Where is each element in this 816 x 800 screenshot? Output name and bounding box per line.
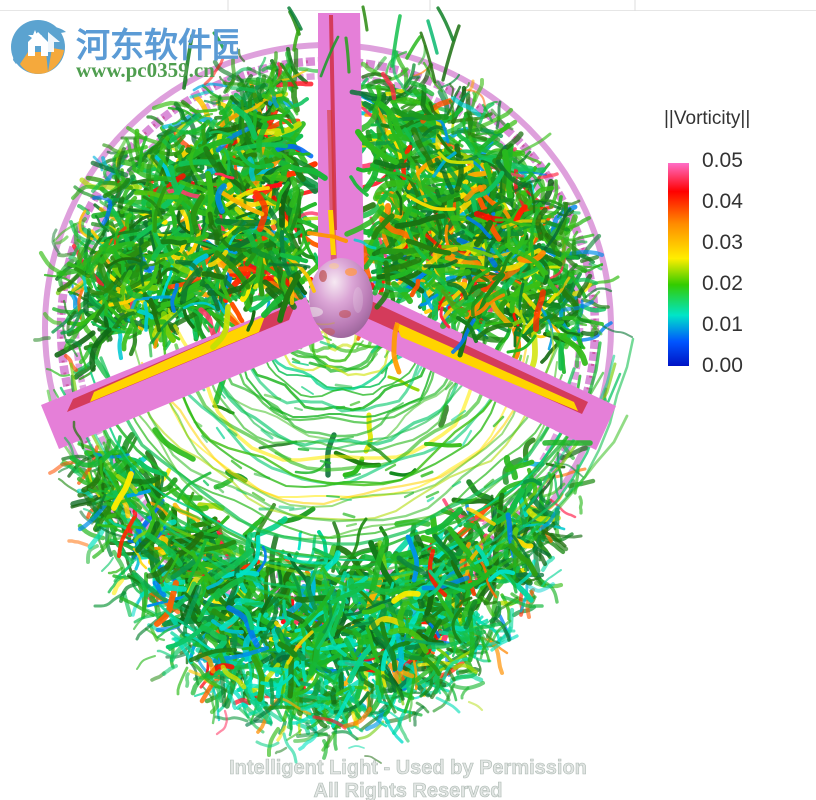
svg-text:0.04: 0.04: [702, 190, 743, 213]
svg-text:0.05: 0.05: [702, 150, 743, 172]
svg-text:0.01: 0.01: [702, 313, 743, 336]
svg-text:0.02: 0.02: [702, 272, 743, 295]
svg-text:0.00: 0.00: [702, 354, 743, 377]
svg-text:0.03: 0.03: [702, 231, 743, 254]
svg-text:www.pc0359.cn: www.pc0359.cn: [76, 58, 215, 82]
